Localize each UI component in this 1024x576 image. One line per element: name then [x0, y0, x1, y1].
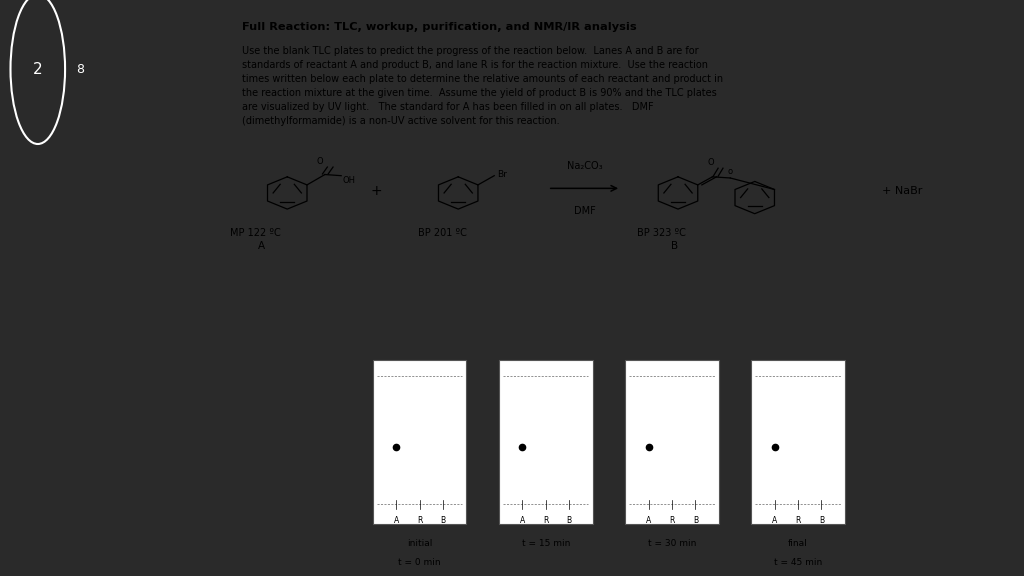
Text: BP 201 ºC: BP 201 ºC: [418, 228, 466, 238]
Text: t = 15 min: t = 15 min: [521, 539, 570, 548]
Bar: [752, 360, 845, 524]
Text: 2: 2: [33, 62, 43, 77]
Text: o: o: [727, 167, 732, 176]
Bar: [373, 360, 466, 524]
Text: A: A: [258, 241, 265, 251]
Text: B: B: [693, 516, 698, 525]
Text: t = 0 min: t = 0 min: [398, 558, 441, 567]
Text: + NaBr: + NaBr: [882, 186, 922, 196]
Text: A: A: [646, 516, 651, 525]
Text: initial: initial: [407, 539, 432, 548]
Bar: [625, 360, 719, 524]
Text: B: B: [819, 516, 824, 525]
Text: R: R: [796, 516, 801, 525]
Text: t = 45 min: t = 45 min: [774, 558, 822, 567]
Text: BP 323 ºC: BP 323 ºC: [637, 228, 686, 238]
Text: R: R: [670, 516, 675, 525]
Text: final: final: [788, 539, 808, 548]
Text: O: O: [316, 157, 324, 166]
Text: B: B: [671, 241, 678, 251]
Text: Br: Br: [497, 170, 507, 179]
Text: A: A: [393, 516, 398, 525]
Text: B: B: [440, 516, 445, 525]
Text: OH: OH: [342, 176, 355, 185]
Text: B: B: [566, 516, 571, 525]
Text: R: R: [543, 516, 549, 525]
Text: 8: 8: [76, 63, 84, 75]
Text: O: O: [708, 158, 714, 167]
Text: +: +: [371, 184, 383, 198]
Text: R: R: [417, 516, 422, 525]
Text: Na₂CO₃: Na₂CO₃: [566, 161, 602, 171]
Text: A: A: [520, 516, 525, 525]
Text: A: A: [772, 516, 777, 525]
Text: DMF: DMF: [573, 206, 595, 215]
Text: t = 30 min: t = 30 min: [648, 539, 696, 548]
Text: MP 122 ºC: MP 122 ºC: [230, 228, 281, 238]
Text: Use the blank TLC plates to predict the progress of the reaction below.  Lanes A: Use the blank TLC plates to predict the …: [243, 46, 724, 126]
Bar: [499, 360, 593, 524]
Text: Full Reaction: TLC, workup, purification, and NMR/IR analysis: Full Reaction: TLC, workup, purification…: [243, 22, 637, 32]
